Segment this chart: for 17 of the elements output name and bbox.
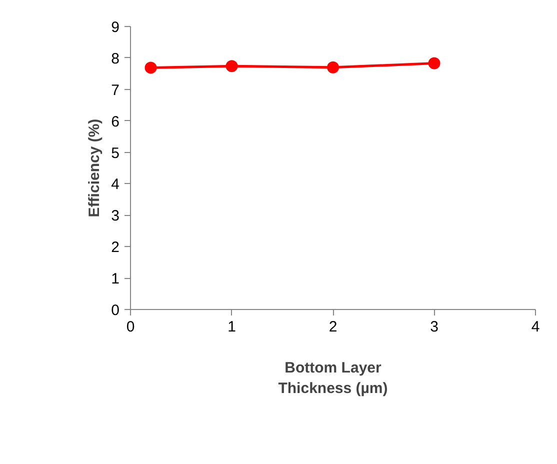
- x-tick-label: 0: [126, 318, 135, 336]
- x-axis-title: Bottom Layer Thickness (µm): [278, 360, 388, 397]
- y-tick-label: 8: [111, 50, 120, 68]
- y-tick-label: 4: [111, 176, 120, 194]
- x-tick-label: 2: [328, 318, 338, 336]
- y-tick-label: 3: [111, 208, 120, 225]
- x-tick-label: 3: [430, 318, 438, 336]
- x-tick-label: 4: [531, 318, 540, 336]
- y-tick-label: 6: [111, 113, 120, 130]
- y-axis-title: Efficiency (%): [86, 118, 104, 218]
- x-tick-label: 1: [228, 318, 236, 336]
- y-tick-label: 7: [111, 82, 120, 99]
- y-tick-label: 0: [111, 302, 120, 319]
- y-tick-label: 9: [111, 19, 120, 36]
- y-tick-label: 2: [111, 239, 120, 256]
- y-tick-label: 1: [111, 270, 120, 288]
- y-tick-label: 5: [111, 144, 120, 162]
